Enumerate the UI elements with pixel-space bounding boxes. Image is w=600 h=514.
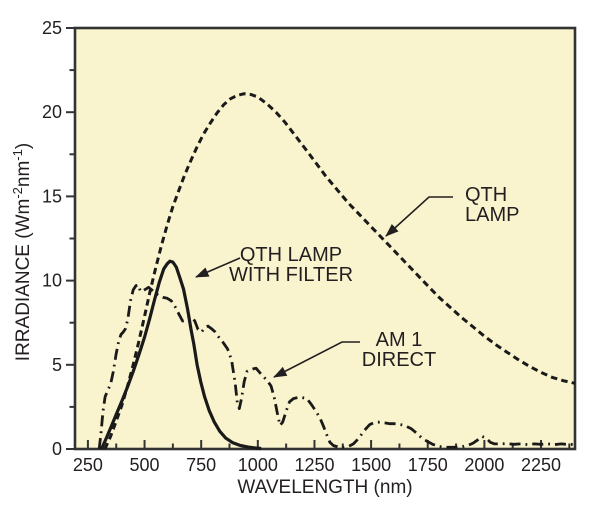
am1-direct-arrow bbox=[273, 341, 360, 378]
curves bbox=[97, 92, 576, 451]
y-axis-ticks bbox=[66, 27, 75, 450]
x-tick-label: 1750 bbox=[408, 455, 448, 475]
qth-filter-label-line1: QTH LAMP bbox=[240, 244, 342, 266]
y-axis-tick-labels: 0 5 10 15 20 25 bbox=[42, 18, 62, 459]
qth-lamp-label-line1: QTH bbox=[465, 184, 507, 206]
x-tick-label: 1500 bbox=[351, 455, 391, 475]
x-tick-label: 2250 bbox=[521, 455, 561, 475]
x-tick-label: 1000 bbox=[238, 455, 278, 475]
qth-lamp-arrow bbox=[385, 196, 453, 237]
qth-filter-annotation: QTH LAMP WITH FILTER bbox=[195, 244, 353, 286]
y-tick-label: 15 bbox=[42, 186, 62, 206]
x-axis-tick-labels: 250 500 750 1000 1250 1500 1750 2000 2250 bbox=[73, 455, 561, 475]
x-tick-label: 2000 bbox=[464, 455, 504, 475]
qth-filter-label-line2: WITH FILTER bbox=[229, 264, 353, 286]
x-tick-label: 750 bbox=[186, 455, 216, 475]
y-tick-label: 10 bbox=[42, 271, 62, 291]
plot-area bbox=[73, 26, 577, 451]
curve-am-1-direct bbox=[97, 283, 576, 450]
am1-direct-label-line2: DIRECT bbox=[362, 349, 436, 371]
x-tick-label: 1250 bbox=[294, 455, 334, 475]
curve-qth-lamp-with-filter bbox=[100, 259, 262, 451]
y-tick-label: 5 bbox=[52, 355, 62, 375]
y-tick-label: 0 bbox=[52, 439, 62, 459]
y-tick-label: 20 bbox=[42, 102, 62, 122]
curve-qth-lamp bbox=[103, 92, 576, 450]
x-axis-title: WAVELENGTH (nm) bbox=[237, 477, 412, 498]
y-tick-label: 25 bbox=[42, 18, 62, 38]
x-tick-label: 250 bbox=[73, 455, 103, 475]
qth-lamp-annotation: QTH LAMP bbox=[385, 184, 519, 237]
am1-direct-label-line1: AM 1 bbox=[376, 329, 423, 351]
y-axis-title: IRRADIANCE (Wm-2nm-1) bbox=[10, 143, 34, 361]
qth-lamp-label-line2: LAMP bbox=[465, 204, 519, 226]
am1-direct-annotation: AM 1 DIRECT bbox=[273, 329, 436, 378]
qth-filter-arrow bbox=[195, 257, 241, 278]
x-tick-label: 500 bbox=[130, 455, 160, 475]
